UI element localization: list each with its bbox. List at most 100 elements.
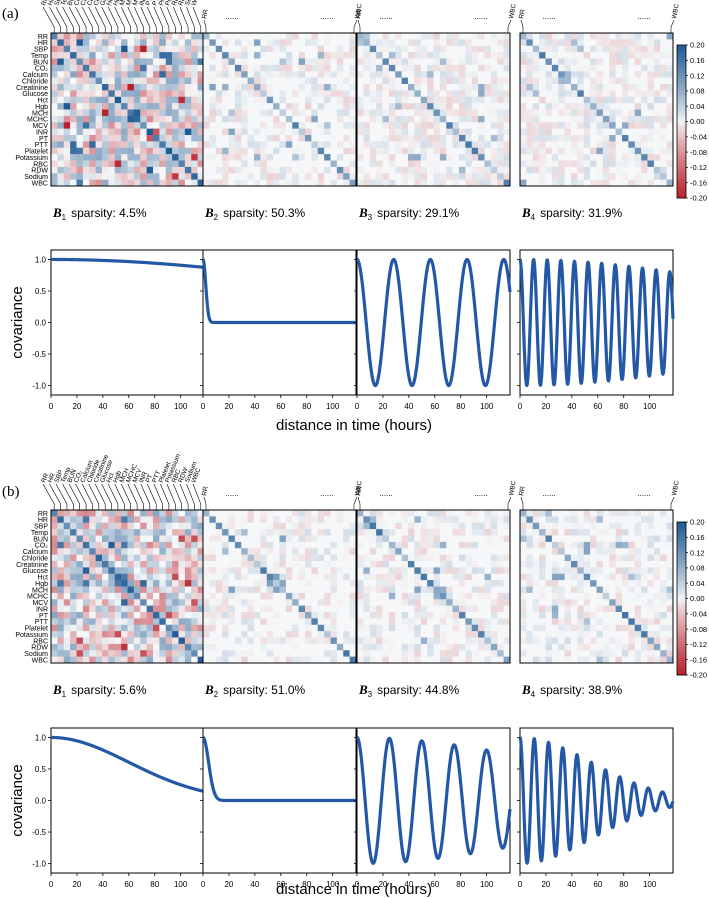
matrix-cell [376,618,383,626]
matrix-cell [414,179,422,187]
matrix-cell [452,122,460,129]
matrix-cell [178,58,186,66]
matrix-cell [439,541,447,549]
matrix-cell [433,173,441,180]
matrix-cell [197,573,205,581]
matrix-cell [571,561,578,568]
matrix-cell [305,179,312,187]
matrix-cell [497,535,504,543]
matrix-cell [153,90,160,98]
matrix-cell [564,529,572,536]
matrix-cell [266,599,274,606]
matrix-cell [215,637,223,645]
matrix-cell [571,554,578,562]
matrix-cell [376,58,383,66]
matrix-cell [446,541,453,549]
matrix-cell [497,599,504,606]
matrix-cell [215,58,223,66]
matrix-cell [583,128,591,136]
matrix-cell [317,650,325,657]
matrix-cell [408,45,415,53]
matrix-cell [427,71,434,78]
matrix-cell [140,90,147,98]
matrix-cell [63,522,71,530]
matrix-cell [532,631,540,638]
matrix-cell [178,103,186,110]
matrix-cell [305,154,312,161]
matrix-cell [526,45,534,53]
matrix-cell [602,650,610,657]
matrix-cell [369,605,377,613]
matrix-cell [558,643,565,651]
matrix-cell [388,84,396,91]
matrix-cell [51,64,58,72]
matrix-cell [234,624,242,632]
column-leader [55,6,68,33]
matrix-cell [76,631,84,638]
matrix-cell [520,612,527,619]
matrix-cell [209,618,217,626]
matrix-cell [305,580,312,587]
matrix-cell [395,529,402,536]
matrix-cell [273,77,280,85]
matrix-cell [51,510,58,517]
matrix-cell [95,90,103,98]
matrix-cell [114,592,122,600]
matrix-cell [70,179,77,187]
matrix-cell [452,510,460,517]
matrix-cell [82,548,90,555]
matrix-cell [660,605,667,613]
matrix-cell [63,141,71,149]
row-label: PTT [35,142,49,149]
matrix-cell [363,631,371,638]
matrix-cell [446,122,453,129]
matrix-cell [497,103,504,110]
matrix-cell [247,605,255,613]
matrix-cell [317,64,325,72]
matrix-cell [241,618,248,626]
matrix-cell [520,656,527,664]
matrix-cell [414,656,422,664]
matrix-cell [388,52,396,59]
matrix-cell [260,90,268,98]
matrix-cell [324,618,331,626]
matrix-cell [641,612,648,619]
matrix-cell [395,605,402,613]
matrix-cell [459,71,466,78]
matrix-cell [260,154,268,161]
matrix-cell [197,39,205,47]
matrix-cell [76,561,84,568]
matrix-cell [382,554,390,562]
matrix-cell [285,554,293,562]
x-tick-label: 60 [593,402,602,411]
matrix-cell [51,554,58,562]
matrix-cell [615,624,623,632]
matrix-cell [395,154,402,161]
matrix-cell [146,90,154,98]
matrix-cell [197,510,205,517]
matrix-cell [234,154,242,161]
matrix-cell [590,573,597,581]
matrix-cell [577,52,585,59]
matrix-cell [298,77,306,85]
matrix-cell [127,160,135,168]
matrix-cell [114,64,122,72]
matrix-cell [401,573,409,581]
matrix-cell [571,173,578,180]
matrix-cell [439,656,447,664]
matrix-cell [666,586,674,594]
matrix-cell [247,166,255,174]
matrix-cell [401,567,409,575]
matrix-cell [317,612,325,619]
matrix-cell [641,624,648,632]
matrix-cell [369,516,377,524]
matrix-cell [382,84,390,91]
matrix-cell [197,71,205,78]
matrix-cell [545,52,553,59]
column-leader [101,483,112,510]
matrix-cell [89,141,96,149]
matrix-cell [427,580,434,587]
matrix-cell [330,64,338,72]
matrix-cell [478,64,485,72]
matrix-cell [172,128,179,136]
